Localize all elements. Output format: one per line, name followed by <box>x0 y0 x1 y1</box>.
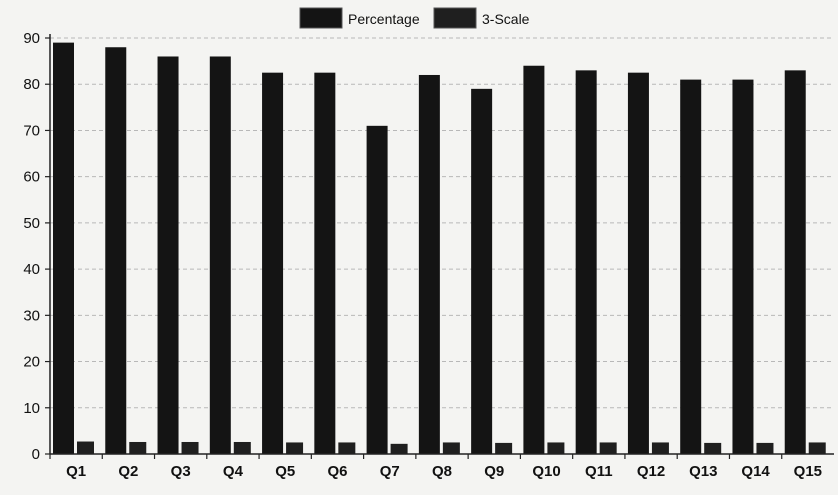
bar-percentage-q7 <box>366 125 388 455</box>
bar-percentage-q2 <box>105 47 127 454</box>
y-tick-label: 90 <box>23 30 40 47</box>
x-tick-label: Q7 <box>380 463 400 480</box>
bar-3-scale-q9 <box>495 442 513 454</box>
bar-percentage-q1 <box>53 42 74 454</box>
legend-swatch-percentage <box>299 7 343 29</box>
bar-percentage-q8 <box>418 74 440 454</box>
y-tick-label: 20 <box>23 354 40 371</box>
bar-3-scale-q7 <box>390 443 408 454</box>
y-tick-label: 50 <box>23 215 40 232</box>
bar-percentage-q4 <box>209 56 231 454</box>
x-tick-label: Q13 <box>689 463 717 480</box>
y-tick-label: 80 <box>23 76 40 93</box>
x-tick-label: Q8 <box>432 463 452 480</box>
y-tick-label: 40 <box>23 261 40 278</box>
y-tick-label: 70 <box>23 122 40 139</box>
x-tick-label: Q1 <box>66 463 86 480</box>
bar-3-scale-q11 <box>599 442 617 454</box>
bar-percentage-q14 <box>732 79 754 454</box>
x-tick-label: Q14 <box>741 463 770 480</box>
bar-percentage-q6 <box>314 72 336 455</box>
x-tick-label: Q15 <box>794 463 822 480</box>
legend-swatch-3-scale <box>433 7 477 29</box>
x-tick-label: Q6 <box>327 463 347 480</box>
y-tick-label: 0 <box>32 446 40 463</box>
bar-3-scale-q4 <box>233 441 251 454</box>
bar-3-scale-q10 <box>547 442 565 454</box>
bar-3-scale-q8 <box>442 442 460 454</box>
bar-3-scale-q15 <box>808 442 826 454</box>
legend: Percentage 3-Scale <box>299 7 530 29</box>
legend-label: 3-Scale <box>482 11 530 27</box>
bar-percentage-q15 <box>784 70 806 454</box>
bar-percentage-q5 <box>262 72 284 455</box>
bar-3-scale-q3 <box>181 441 199 454</box>
bar-percentage-q3 <box>157 56 179 454</box>
bar-3-scale-q13 <box>704 442 722 454</box>
x-tick-label: Q4 <box>223 463 244 480</box>
gridlines <box>50 37 834 409</box>
x-tick-label: Q9 <box>484 463 504 480</box>
bar-3-scale-q5 <box>286 442 304 454</box>
bar-3-scale-q14 <box>756 442 774 454</box>
bar-3-scale-q6 <box>338 442 356 454</box>
bars-group <box>53 42 826 455</box>
bar-3-scale-q2 <box>129 441 147 454</box>
x-tick-label: Q10 <box>532 463 560 480</box>
bar-percentage-q12 <box>627 72 649 455</box>
bar-percentage-q11 <box>575 70 597 454</box>
y-tick-label: 60 <box>23 169 40 186</box>
bar-percentage-q9 <box>471 88 493 454</box>
axes <box>49 34 834 455</box>
x-tick-label: Q2 <box>118 463 138 480</box>
bar-3-scale-q12 <box>651 442 669 454</box>
x-tick-labels: Q1 Q2 Q3 Q4 Q5 Q6 Q7 Q8 Q9 Q10 Q11 Q12 Q13 Q14 Q15 <box>49 454 822 480</box>
x-tick-label: Q12 <box>637 463 665 480</box>
bar-percentage-q10 <box>523 65 545 454</box>
y-tick-labels: 0 10 20 30 40 50 60 70 80 90 <box>23 30 50 463</box>
bar-3-scale-q1 <box>77 441 94 454</box>
x-tick-label: Q11 <box>585 463 613 480</box>
y-tick-label: 10 <box>23 400 40 417</box>
y-tick-label: 30 <box>23 307 40 324</box>
legend-label: Percentage <box>348 11 420 27</box>
x-tick-label: Q5 <box>275 463 295 480</box>
x-tick-label: Q3 <box>171 463 191 480</box>
bar-percentage-q13 <box>680 79 702 454</box>
